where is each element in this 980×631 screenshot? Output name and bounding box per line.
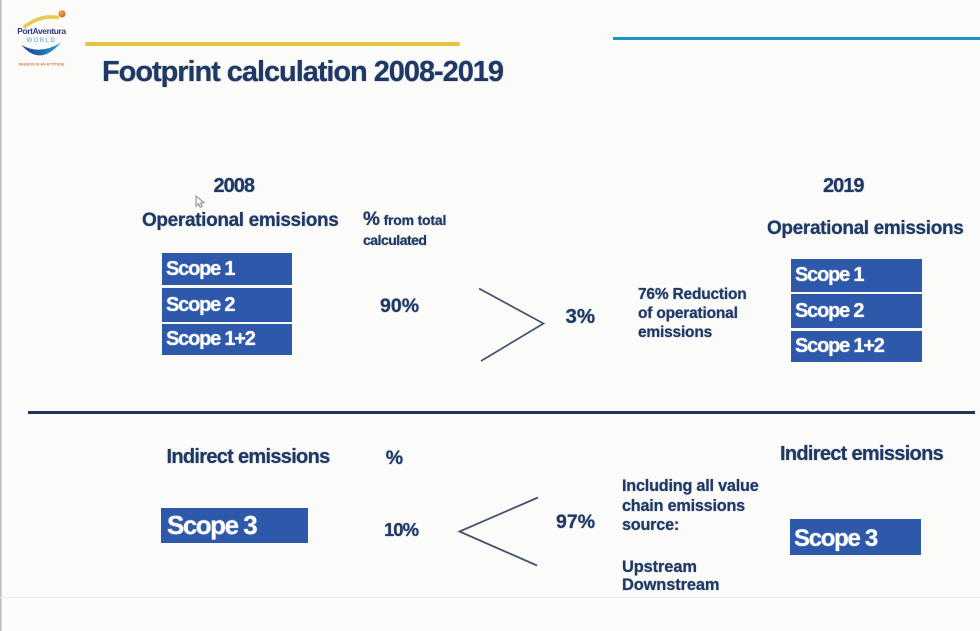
svg-text:WORLD: WORLD	[27, 38, 57, 44]
svg-text:PASSION IS AN ATTITUDE: PASSION IS AN ATTITUDE	[19, 63, 65, 67]
svg-text:PortAventura: PortAventura	[17, 26, 66, 36]
